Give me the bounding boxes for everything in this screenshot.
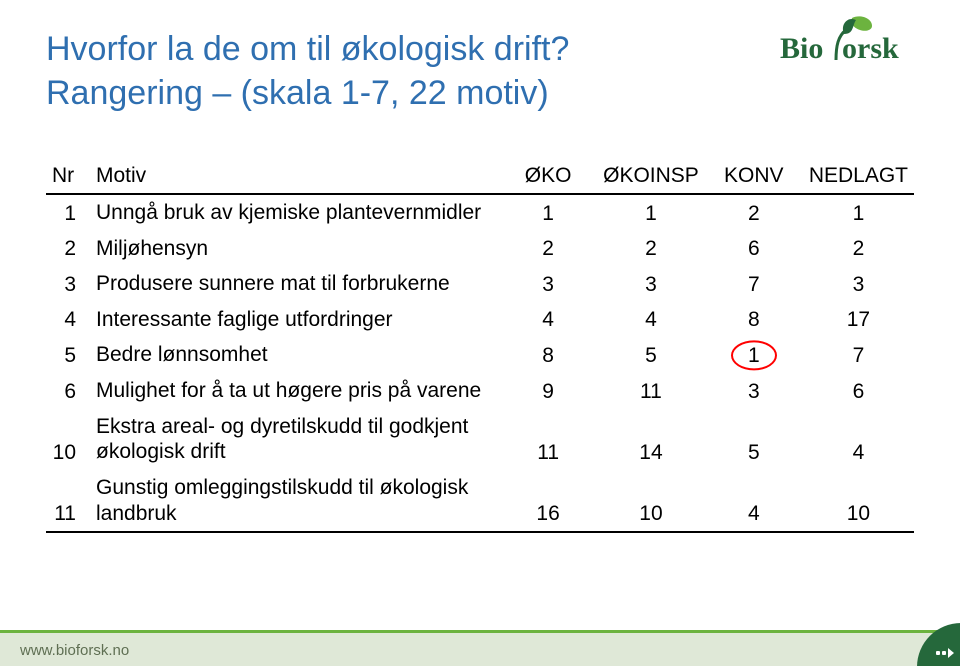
- cell-nr: 1: [46, 194, 90, 231]
- col-motiv: Motiv: [90, 159, 499, 194]
- svg-text:orsk: orsk: [842, 32, 899, 65]
- cell-okoinsp: 11: [597, 373, 705, 409]
- cell-nedlagt: 2: [803, 231, 914, 267]
- cell-okoinsp: 3: [597, 266, 705, 302]
- footer-accent-line: [0, 630, 960, 633]
- cell-oko: 2: [499, 231, 597, 267]
- svg-text:Bio: Bio: [780, 32, 823, 65]
- cell-oko: 9: [499, 373, 597, 409]
- cell-konv: 1: [705, 337, 803, 373]
- cell-oko: 11: [499, 409, 597, 470]
- col-konv: KONV: [705, 159, 803, 194]
- cell-motiv: Produsere sunnere mat til forbrukerne: [90, 266, 499, 302]
- cell-nedlagt: 7: [803, 337, 914, 373]
- cell-motiv: Unngå bruk av kjemiske plantevernmidler: [90, 194, 499, 231]
- table-row: 5Bedre lønnsomhet8517: [46, 337, 914, 373]
- table-row: 3Produsere sunnere mat til forbrukerne33…: [46, 266, 914, 302]
- cell-okoinsp: 14: [597, 409, 705, 470]
- cell-konv: 2: [705, 194, 803, 231]
- cell-nr: 11: [46, 470, 90, 532]
- cell-nedlagt: 1: [803, 194, 914, 231]
- cell-konv: 7: [705, 266, 803, 302]
- table-header-row: Nr Motiv ØKO ØKOINSP KONV NEDLAGT: [46, 159, 914, 194]
- col-nr: Nr: [46, 159, 90, 194]
- bioforsk-logo: Bio orsk: [780, 16, 928, 66]
- cell-nr: 4: [46, 302, 90, 338]
- footer-url: www.bioforsk.no: [20, 642, 129, 659]
- cell-nedlagt: 6: [803, 373, 914, 409]
- cell-motiv: Gunstig omleggingstilskudd til økologisk…: [90, 470, 499, 532]
- table-body: 1Unngå bruk av kjemiske plantevernmidler…: [46, 194, 914, 532]
- cell-oko: 1: [499, 194, 597, 231]
- cell-oko: 16: [499, 470, 597, 532]
- cell-motiv: Miljøhensyn: [90, 231, 499, 267]
- table-row: 4Interessante faglige utfordringer44817: [46, 302, 914, 338]
- cell-nedlagt: 17: [803, 302, 914, 338]
- cell-okoinsp: 5: [597, 337, 705, 373]
- cell-nedlagt: 3: [803, 266, 914, 302]
- cell-nr: 10: [46, 409, 90, 470]
- cell-oko: 3: [499, 266, 597, 302]
- table-row: 10Ekstra areal- og dyretilskudd til godk…: [46, 409, 914, 470]
- slide-root: Bio orsk Hvorfor la de om til økologisk …: [0, 0, 960, 666]
- cell-konv: 5: [705, 409, 803, 470]
- cell-okoinsp: 10: [597, 470, 705, 532]
- ranking-table: Nr Motiv ØKO ØKOINSP KONV NEDLAGT 1Unngå…: [46, 159, 914, 533]
- table-row: 11Gunstig omleggingstilskudd til økologi…: [46, 470, 914, 532]
- cell-okoinsp: 4: [597, 302, 705, 338]
- col-nedlagt: NEDLAGT: [803, 159, 914, 194]
- col-oko: ØKO: [499, 159, 597, 194]
- cell-konv: 3: [705, 373, 803, 409]
- cell-motiv: Mulighet for å ta ut høgere pris på vare…: [90, 373, 499, 409]
- table-row: 2Miljøhensyn2262: [46, 231, 914, 267]
- col-okoinsp: ØKOINSP: [597, 159, 705, 194]
- cell-konv: 4: [705, 470, 803, 532]
- cell-nedlagt: 4: [803, 409, 914, 470]
- title-line-2: Rangering – (skala 1-7, 22 motiv): [46, 72, 914, 116]
- cell-nedlagt: 10: [803, 470, 914, 532]
- table-row: 6Mulighet for å ta ut høgere pris på var…: [46, 373, 914, 409]
- highlight-circle: [731, 340, 777, 370]
- footer-bar: www.bioforsk.no: [0, 630, 960, 666]
- cell-nr: 5: [46, 337, 90, 373]
- table-row: 1Unngå bruk av kjemiske plantevernmidler…: [46, 194, 914, 231]
- footer-arrow-icon: [934, 642, 954, 660]
- cell-nr: 2: [46, 231, 90, 267]
- cell-nr: 3: [46, 266, 90, 302]
- cell-motiv: Bedre lønnsomhet: [90, 337, 499, 373]
- cell-oko: 8: [499, 337, 597, 373]
- cell-konv: 6: [705, 231, 803, 267]
- cell-okoinsp: 1: [597, 194, 705, 231]
- cell-motiv: Interessante faglige utfordringer: [90, 302, 499, 338]
- cell-okoinsp: 2: [597, 231, 705, 267]
- cell-konv: 8: [705, 302, 803, 338]
- cell-oko: 4: [499, 302, 597, 338]
- cell-motiv: Ekstra areal- og dyretilskudd til godkje…: [90, 409, 499, 470]
- cell-nr: 6: [46, 373, 90, 409]
